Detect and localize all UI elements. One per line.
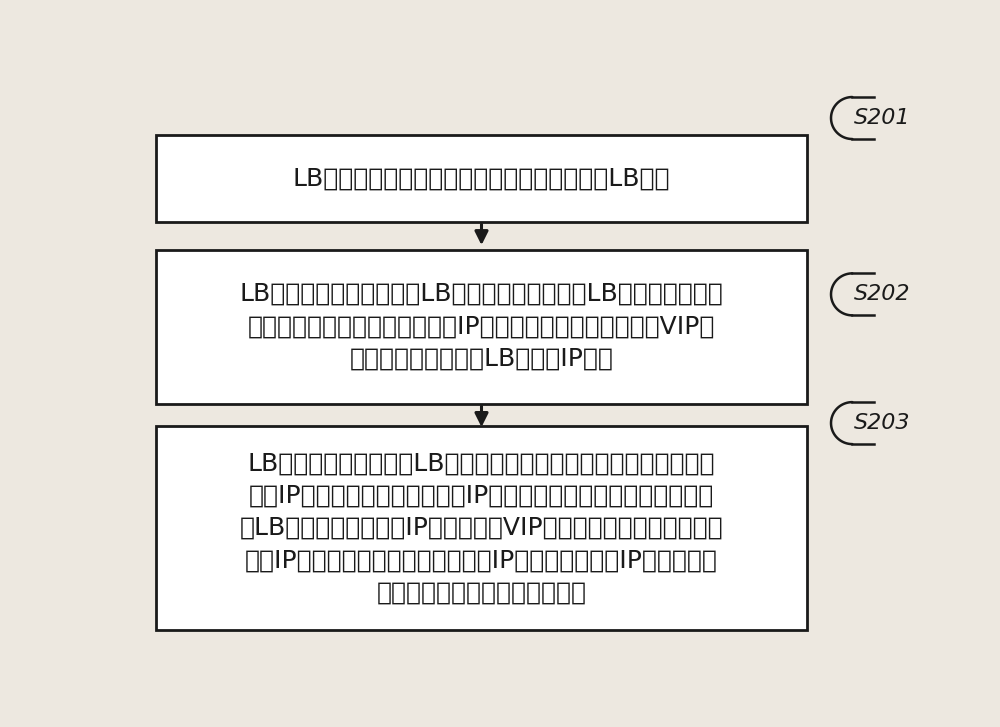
Text: 发送第一路由，第一路由的目的IP地址为第一业务对应的第一VIP地: 发送第一路由，第一路由的目的IP地址为第一业务对应的第一VIP地 bbox=[248, 315, 715, 339]
Text: S202: S202 bbox=[854, 284, 910, 305]
Text: 器的IP地址，及该多个服务器的IP地址分别对应的第二路由，以使第: 器的IP地址，及该多个服务器的IP地址分别对应的第二路由，以使第 bbox=[249, 483, 714, 507]
Text: LB管理设备向每个第一LB设备下发用于处理该第一业务的多个服务: LB管理设备向每个第一LB设备下发用于处理该第一业务的多个服务 bbox=[248, 451, 715, 475]
Text: 一LB设备在接收到目的IP地址为第一VIP地址的报文时，将该报文的: 一LB设备在接收到目的IP地址为第一VIP地址的报文时，将该报文的 bbox=[240, 516, 723, 540]
Bar bbox=[156, 426, 807, 630]
Bar bbox=[156, 134, 807, 222]
Text: LB管理设备确定第一业务对应的至少一个第一LB设备: LB管理设备确定第一业务对应的至少一个第一LB设备 bbox=[293, 166, 670, 190]
Text: 址、下一跳为该第一LB设备的IP地址: 址、下一跳为该第一LB设备的IP地址 bbox=[350, 347, 613, 371]
Text: 目的IP地址修改为从该多个服务器的IP地址中选择的一IP地址，并根: 目的IP地址修改为从该多个服务器的IP地址中选择的一IP地址，并根 bbox=[245, 549, 718, 573]
Text: 据第二路由，转发修改后的报文: 据第二路由，转发修改后的报文 bbox=[376, 581, 586, 605]
Text: S201: S201 bbox=[854, 108, 910, 128]
Text: S203: S203 bbox=[854, 413, 910, 433]
Bar bbox=[156, 249, 807, 403]
Text: LB管理设备针对每个第一LB设备，向连接该第一LB设备的转发设备: LB管理设备针对每个第一LB设备，向连接该第一LB设备的转发设备 bbox=[240, 282, 723, 306]
